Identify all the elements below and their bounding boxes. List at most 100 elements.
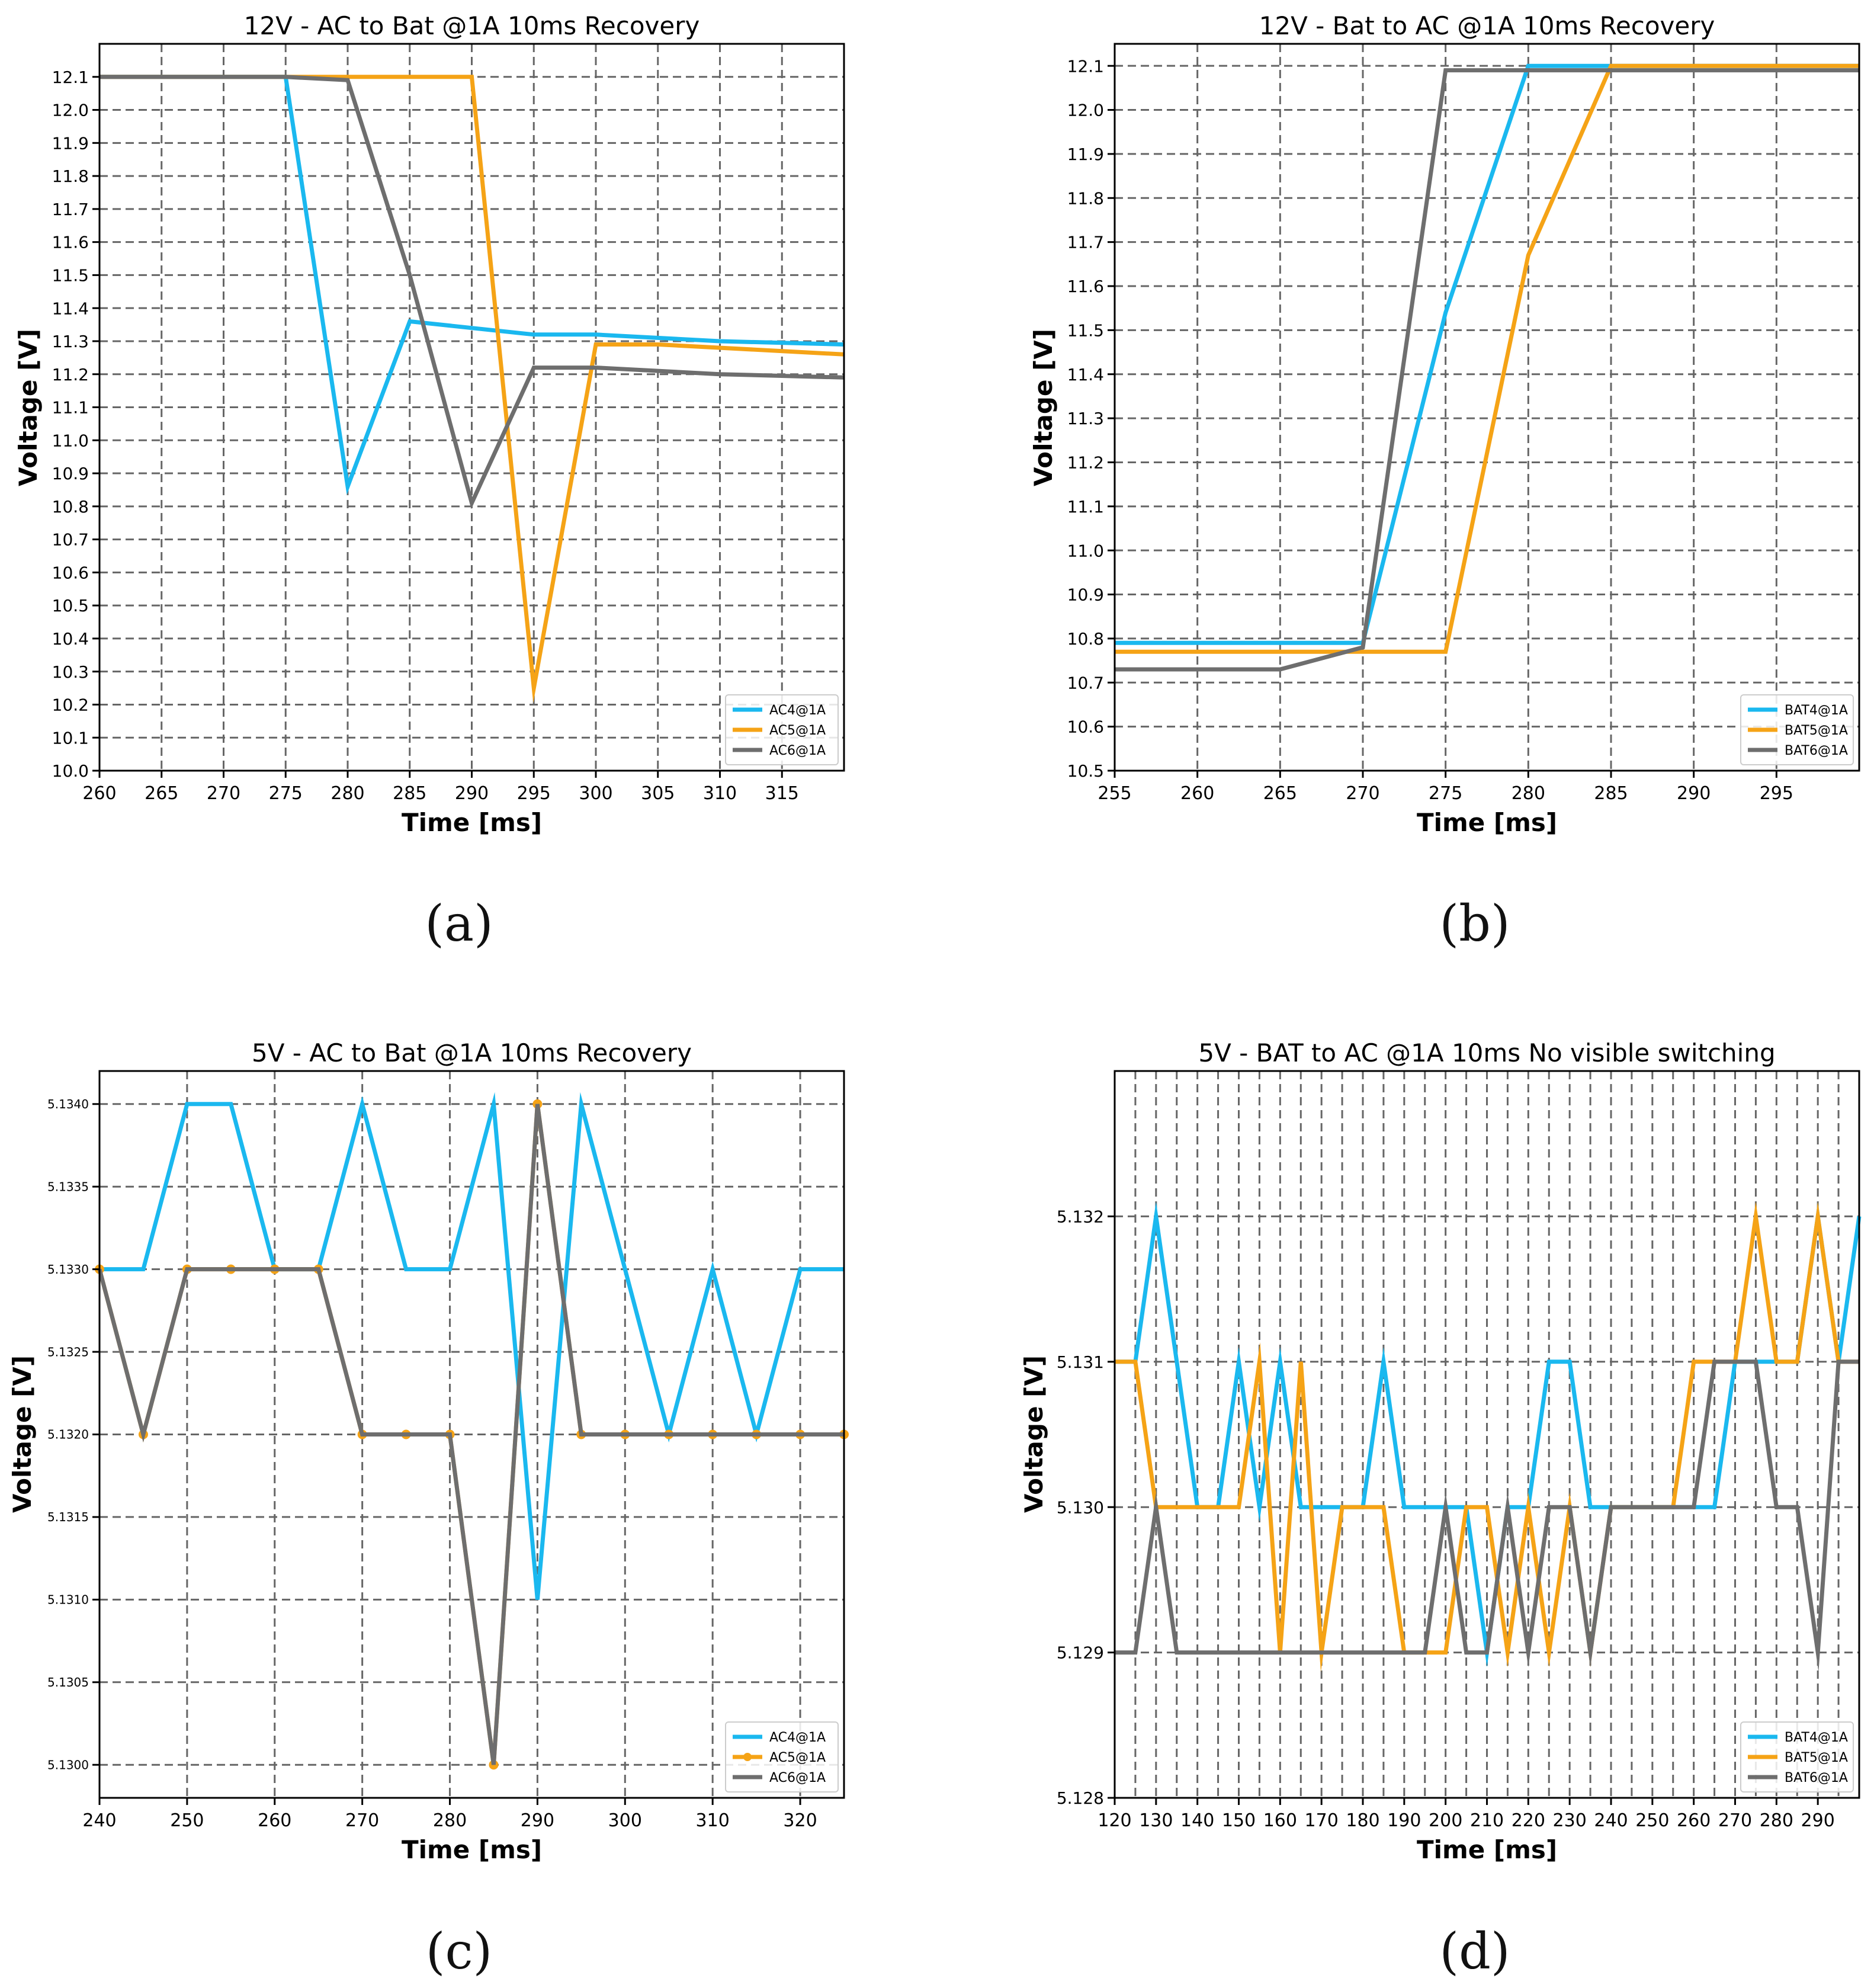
y-tick-label: 5.132 [1057,1207,1104,1226]
legend: BAT4@1A BAT5@1A BAT6@1A [1740,1721,1854,1793]
x-tick-label: 260 [258,1810,291,1831]
series-line-BAT6@1A [1115,68,1859,672]
x-tick-label: 275 [1429,783,1462,804]
y-tick-label: 5.1340 [47,1097,89,1111]
chart-title: 5V - BAT to AC @1A 10ms No visible switc… [1198,1038,1775,1067]
y-tick-label: 11.7 [1067,233,1104,252]
legend: BAT4@1A BAT5@1A BAT6@1A [1740,694,1854,765]
legend-label: BAT5@1A [1785,723,1848,738]
y-tick-label: 5.1330 [47,1262,89,1277]
x-tick-label: 270 [207,783,240,804]
x-tick-label: 285 [1594,783,1628,804]
y-tick-label: 11.2 [1067,453,1104,473]
legend-label: BAT4@1A [1785,703,1848,718]
x-axis-label: Time [ms] [1417,808,1557,837]
y-axis-label: Voltage [V] [8,1355,37,1513]
x-tick-label: 280 [330,783,364,804]
x-tick-label: 260 [82,783,116,804]
y-tick-label: 11.1 [1067,497,1104,517]
y-tick-label: 5.128 [1057,1788,1104,1808]
y-tick-label: 11.5 [52,265,89,285]
x-tick-label: 270 [1346,783,1379,804]
legend-label: BAT6@1A [1785,743,1848,758]
y-tick-label: 10.6 [52,563,89,582]
x-tick-label: 280 [1512,783,1545,804]
x-tick-label: 315 [765,783,799,804]
x-axis-label: Time [ms] [402,1835,542,1864]
y-tick-label: 10.9 [1067,585,1104,605]
x-tick-label: 275 [269,783,303,804]
chart-title: 12V - AC to Bat @1A 10ms Recovery [244,11,700,40]
series-line-AC6@1A [100,75,845,509]
y-tick-label: 12.0 [52,101,89,120]
x-tick-label: 290 [1801,1810,1835,1831]
x-tick-label: 290 [521,1810,554,1831]
y-tick-label: 10.0 [52,761,89,781]
y-tick-label: 5.131 [1057,1352,1104,1372]
y-tick-label: 5.129 [1057,1643,1104,1663]
y-tick-label: 5.1315 [47,1510,89,1524]
y-tick-label: 5.130 [1057,1498,1104,1517]
x-tick-label: 240 [82,1810,116,1831]
x-tick-label: 265 [1263,783,1297,804]
x-tick-label: 295 [517,783,551,804]
y-tick-label: 11.9 [52,133,89,153]
panel-label-d: (d) [1439,1922,1510,1980]
y-tick-label: 10.3 [52,662,89,682]
y-tick-label: 10.5 [1067,761,1104,781]
x-tick-label: 210 [1470,1810,1504,1831]
x-tick-label: 310 [696,1810,730,1831]
y-tick-label: 11.0 [52,431,89,450]
x-tick-label: 200 [1429,1810,1462,1831]
y-tick-label: 5.1310 [47,1593,89,1607]
y-tick-label: 11.6 [52,233,89,252]
x-tick-label: 140 [1180,1810,1214,1831]
chart-0: 260 265 270 275 280 285 290 295 300 305 310 315 10.0… [14,11,845,837]
x-tick-label: 230 [1553,1810,1587,1831]
x-tick-label: 150 [1222,1810,1256,1831]
x-tick-label: 320 [783,1810,817,1831]
y-tick-label: 11.6 [1067,277,1104,296]
y-axis-label: Voltage [V] [1019,1355,1048,1513]
y-tick-label: 5.1300 [47,1758,89,1772]
y-tick-label: 5.1320 [47,1428,89,1442]
x-tick-label: 170 [1305,1810,1339,1831]
y-tick-label: 10.7 [1067,673,1104,692]
y-axis-label: Voltage [V] [14,329,43,486]
x-tick-label: 250 [1635,1810,1669,1831]
chart-title: 5V - AC to Bat @1A 10ms Recovery [252,1038,692,1067]
x-tick-label: 190 [1387,1810,1421,1831]
y-tick-label: 10.5 [52,596,89,615]
chart-title: 12V - Bat to AC @1A 10ms Recovery [1259,11,1715,40]
y-tick-label: 11.4 [1067,365,1104,384]
x-tick-label: 290 [455,783,489,804]
x-tick-label: 160 [1263,1810,1297,1831]
x-tick-label: 270 [345,1810,379,1831]
y-tick-label: 11.3 [1067,409,1104,428]
series-line-AC6@1A [97,1104,844,1765]
x-tick-label: 295 [1760,783,1793,804]
series-line-AC4@1A [100,75,845,495]
x-tick-label: 310 [703,783,737,804]
y-tick-label: 5.1335 [47,1179,89,1194]
y-tick-label: 10.6 [1067,717,1104,737]
panel-label-c: (c) [425,1922,493,1980]
legend-label: BAT5@1A [1785,1750,1848,1765]
x-tick-label: 300 [608,1810,642,1831]
x-tick-label: 290 [1677,783,1711,804]
y-tick-label: 10.1 [52,728,89,748]
series-line-AC5@1A [100,75,845,703]
legend-box [1740,1721,1854,1793]
x-tick-label: 260 [1180,783,1214,804]
x-tick-label: 300 [579,783,612,804]
y-axis-label: Voltage [V] [1029,329,1058,486]
y-tick-label: 11.2 [52,365,89,384]
chart-2: 240 250 260 270 280 290 300 310 320 5.1300 5.1305 5… [8,1038,849,1864]
y-tick-label: 12.1 [1067,56,1104,76]
y-tick-label: 10.8 [1067,629,1104,649]
x-tick-label: 120 [1098,1810,1131,1831]
y-tick-label: 5.1325 [47,1345,89,1359]
x-tick-label: 280 [1760,1810,1793,1831]
legend-label: AC4@1A [769,1730,826,1745]
